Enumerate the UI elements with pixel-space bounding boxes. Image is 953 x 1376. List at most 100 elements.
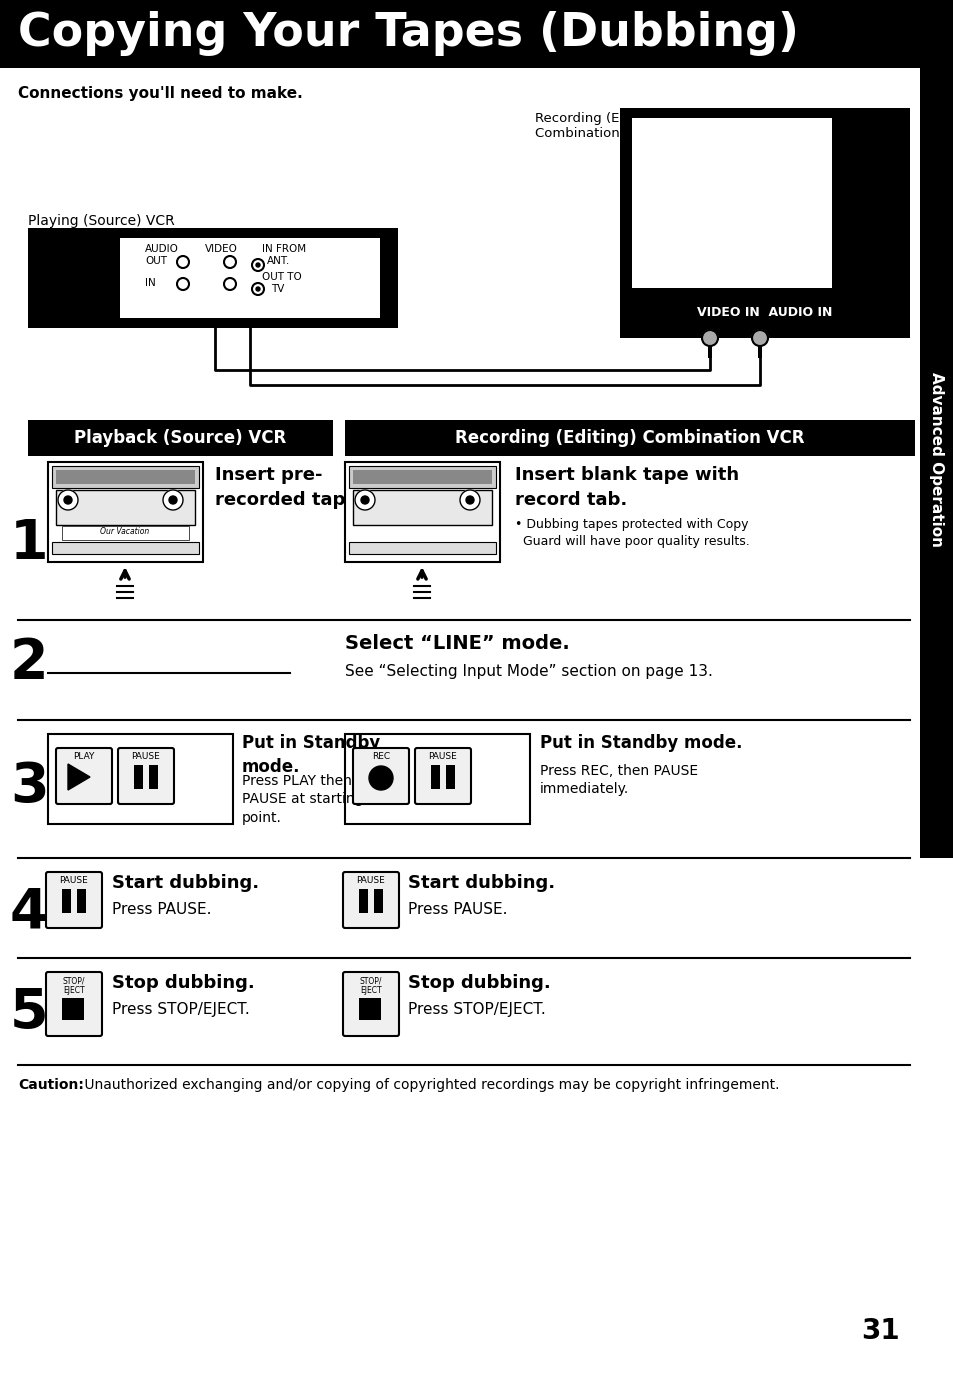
Text: Press STOP/EJECT.: Press STOP/EJECT. — [408, 1002, 545, 1017]
Circle shape — [369, 766, 393, 790]
Text: 3: 3 — [10, 760, 49, 815]
Bar — [345, 462, 499, 561]
Bar — [133, 765, 143, 788]
Bar — [619, 107, 909, 338]
Text: PAUSE: PAUSE — [428, 753, 456, 761]
Bar — [919, 67, 953, 859]
Text: 31: 31 — [861, 1317, 899, 1344]
Bar — [758, 345, 761, 358]
Circle shape — [355, 490, 375, 510]
Text: Caution:: Caution: — [18, 1077, 84, 1093]
Circle shape — [465, 495, 474, 504]
Bar — [353, 471, 492, 484]
Text: OUT TO: OUT TO — [262, 272, 301, 282]
FancyBboxPatch shape — [46, 971, 102, 1036]
Bar — [28, 420, 333, 455]
Bar — [56, 490, 194, 526]
Text: Playing (Source) VCR: Playing (Source) VCR — [28, 215, 174, 228]
Text: 5: 5 — [10, 987, 49, 1040]
Text: STOP/: STOP/ — [63, 976, 85, 985]
Text: Unauthorized exchanging and/or copying of copyrighted recordings may be copyrigh: Unauthorized exchanging and/or copying o… — [80, 1077, 779, 1093]
Text: PLAY: PLAY — [73, 753, 94, 761]
Text: Insert pre-
recorded tape.: Insert pre- recorded tape. — [214, 466, 364, 509]
Polygon shape — [68, 764, 90, 790]
Bar — [619, 300, 909, 326]
Circle shape — [701, 330, 718, 345]
Text: REC: REC — [372, 753, 390, 761]
Text: VIDEO: VIDEO — [205, 244, 237, 255]
Text: AUDIO: AUDIO — [145, 244, 178, 255]
Text: Press PAUSE.: Press PAUSE. — [408, 903, 507, 916]
Text: 1: 1 — [10, 517, 49, 571]
Text: PAUSE: PAUSE — [132, 753, 160, 761]
Circle shape — [224, 256, 235, 268]
FancyBboxPatch shape — [46, 872, 102, 927]
Bar — [62, 526, 189, 539]
Circle shape — [360, 495, 369, 504]
Text: OUT: OUT — [145, 256, 167, 266]
Text: Copying Your Tapes (Dubbing): Copying Your Tapes (Dubbing) — [18, 11, 799, 56]
Text: STOP/: STOP/ — [359, 976, 382, 985]
Text: Advanced Operation: Advanced Operation — [928, 373, 943, 548]
Circle shape — [58, 490, 78, 510]
Circle shape — [64, 495, 71, 504]
Text: Press REC, then PAUSE
immediately.: Press REC, then PAUSE immediately. — [539, 764, 698, 797]
Bar — [431, 765, 439, 788]
Bar — [52, 466, 199, 488]
Text: Our Vacation: Our Vacation — [100, 527, 150, 537]
Bar — [149, 765, 158, 788]
Circle shape — [255, 288, 260, 290]
Bar — [56, 471, 194, 484]
Bar — [62, 889, 71, 914]
Text: IN: IN — [145, 278, 155, 288]
FancyBboxPatch shape — [56, 749, 112, 804]
Text: See “Selecting Input Mode” section on page 13.: See “Selecting Input Mode” section on pa… — [345, 665, 712, 678]
Bar — [353, 490, 492, 526]
Bar — [62, 998, 84, 1020]
Text: 2: 2 — [10, 636, 49, 689]
FancyBboxPatch shape — [353, 749, 409, 804]
Bar — [52, 542, 199, 555]
FancyBboxPatch shape — [343, 971, 398, 1036]
Bar — [349, 542, 496, 555]
Text: VIDEO IN  AUDIO IN: VIDEO IN AUDIO IN — [697, 307, 832, 319]
Text: Stop dubbing.: Stop dubbing. — [112, 974, 254, 992]
Text: Stop dubbing.: Stop dubbing. — [408, 974, 550, 992]
Text: IN FROM: IN FROM — [262, 244, 306, 255]
Bar — [48, 733, 233, 824]
Text: • Dubbing tapes protected with Copy
  Guard will have poor quality results.: • Dubbing tapes protected with Copy Guar… — [515, 517, 749, 548]
Bar — [358, 998, 380, 1020]
Bar — [631, 118, 831, 288]
Text: Recording (Editing)
Combination VCR: Recording (Editing) Combination VCR — [535, 111, 662, 140]
Bar — [120, 238, 379, 318]
Text: Insert blank tape with
record tab.: Insert blank tape with record tab. — [515, 466, 739, 509]
FancyBboxPatch shape — [415, 749, 471, 804]
Bar — [345, 420, 914, 455]
Bar — [358, 889, 368, 914]
Text: EJECT: EJECT — [360, 987, 381, 995]
Bar — [0, 0, 953, 67]
Text: PAUSE: PAUSE — [59, 877, 89, 885]
Bar — [446, 765, 455, 788]
Text: Press STOP/EJECT.: Press STOP/EJECT. — [112, 1002, 250, 1017]
FancyBboxPatch shape — [118, 749, 173, 804]
Bar — [48, 462, 203, 561]
Bar — [28, 228, 397, 327]
Text: Connections you'll need to make.: Connections you'll need to make. — [18, 85, 302, 100]
Circle shape — [177, 278, 189, 290]
Circle shape — [252, 283, 264, 294]
Text: Select “LINE” mode.: Select “LINE” mode. — [345, 634, 569, 654]
Text: TV: TV — [271, 283, 284, 294]
Text: Press PAUSE.: Press PAUSE. — [112, 903, 212, 916]
Bar — [349, 466, 496, 488]
FancyBboxPatch shape — [343, 872, 398, 927]
Circle shape — [177, 256, 189, 268]
Bar — [374, 889, 382, 914]
Circle shape — [169, 495, 177, 504]
Text: Put in Standby mode.: Put in Standby mode. — [539, 733, 741, 753]
Text: Playback (Source) VCR: Playback (Source) VCR — [73, 429, 286, 447]
Text: EJECT: EJECT — [63, 987, 85, 995]
Text: Start dubbing.: Start dubbing. — [408, 874, 555, 892]
Bar — [77, 889, 86, 914]
Circle shape — [224, 278, 235, 290]
